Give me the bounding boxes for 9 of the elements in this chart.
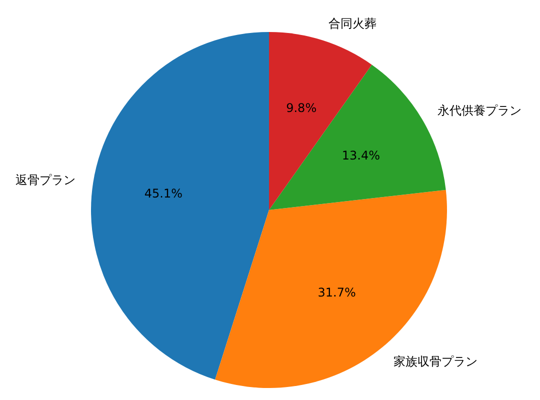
data-label: 45.1% <box>144 186 183 201</box>
slice-label: 合同火葬 <box>328 16 376 30</box>
data-label: 13.4% <box>342 148 380 163</box>
data-label: 31.7% <box>318 286 356 300</box>
slice-label: 家族収骨プラン <box>393 354 478 368</box>
data-label: 9.8% <box>286 101 317 116</box>
slice-label: 永代供養プラン <box>438 103 522 118</box>
slice-label: 返骨プラン <box>16 172 76 187</box>
pie-slice <box>91 32 269 380</box>
